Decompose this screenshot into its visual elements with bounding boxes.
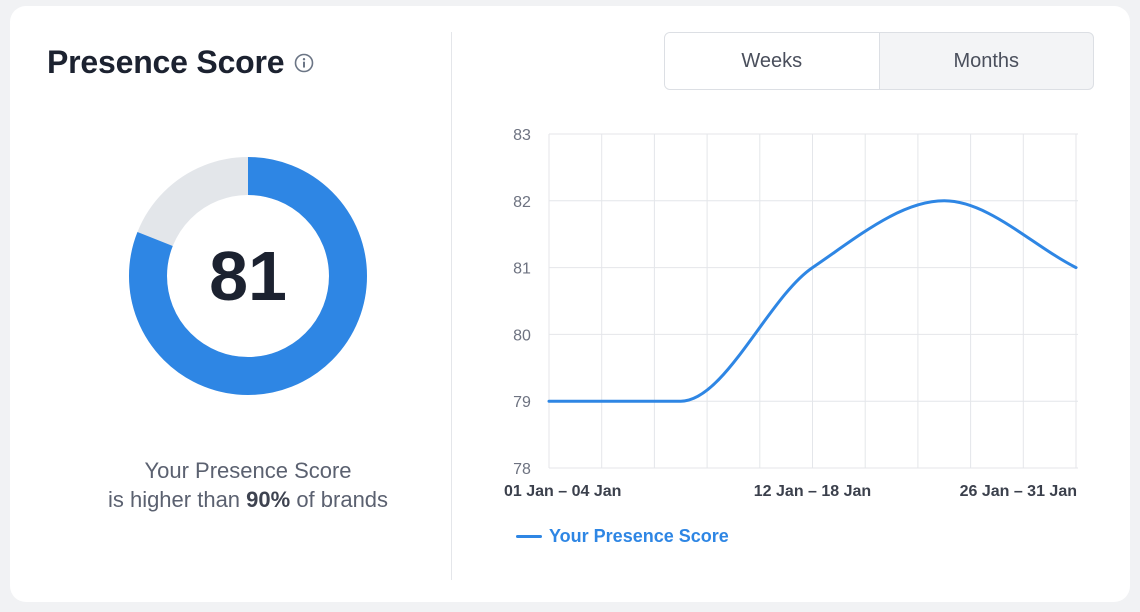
legend-swatch (516, 535, 542, 538)
y-tick-label: 79 (513, 394, 531, 411)
score-panel: Presence Score 81 Your Presence Score is… (10, 6, 452, 602)
weeks-button[interactable]: Weeks (665, 33, 880, 89)
score-caption: Your Presence Score is higher than 90% o… (10, 456, 486, 514)
y-tick-label: 78 (513, 461, 531, 478)
x-tick-label: 12 Jan – 18 Jan (754, 483, 871, 500)
months-button[interactable]: Months (953, 49, 1020, 72)
series-line-presence-score (547, 199, 1078, 403)
presence-score-line-chart: 78 79 80 81 82 83 01 Jan – 04 Jan 12 Jan – 18 J… (504, 127, 1078, 500)
caption-line1: Your Presence Score (144, 458, 352, 483)
panel-divider (451, 32, 452, 580)
presence-score-card: Presence Score 81 Your Presence Score is… (10, 6, 1130, 602)
y-tick-label: 80 (513, 327, 531, 344)
caption-suffix: of brands (290, 487, 389, 512)
x-tick-label: 01 Jan – 04 Jan (504, 483, 621, 500)
y-tick-label: 82 (513, 194, 531, 211)
period-toggle: Weeks Months (664, 32, 1094, 90)
score-donut: 81 (129, 157, 367, 395)
caption-prefix: is higher than (107, 487, 247, 512)
legend-label: Your Presence Score (549, 526, 729, 546)
caption-line2: is higher than 90% of brands (10, 485, 486, 514)
caption-percent: 90% (246, 487, 291, 512)
x-tick-label: 26 Jan – 31 Jan (960, 483, 1077, 500)
info-icon[interactable] (294, 53, 314, 73)
chart-legend[interactable]: Your Presence Score (516, 526, 729, 547)
page-title: Presence Score (47, 44, 285, 80)
title-row: Presence Score (47, 44, 314, 81)
y-tick-label: 81 (513, 261, 531, 278)
y-tick-label: 83 (513, 127, 531, 144)
score-value: 81 (209, 237, 287, 315)
donut-progress (129, 157, 367, 395)
